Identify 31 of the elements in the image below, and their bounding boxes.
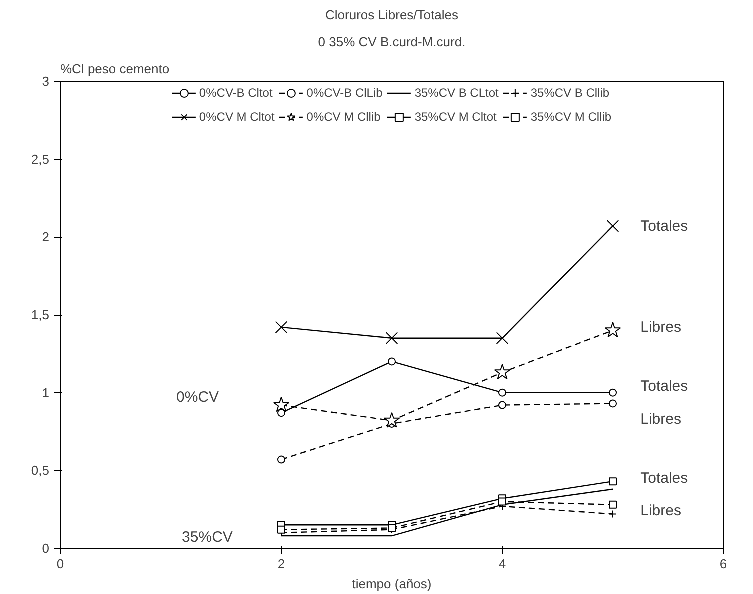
chart-subtitle: 0 35% CV B.curd-M.curd. [318,34,466,50]
chart-title: Cloruros Libres/Totales [326,8,459,22]
y-tick-label: 0 [42,541,50,556]
legend-label: 35%CV M Cltot [414,110,497,124]
annotation: Totales [640,470,688,487]
annotation: Libres [640,502,682,520]
y-tick-label: 0,5 [31,463,50,478]
y-tick-label: 1,5 [31,308,50,322]
legend-label: 0%CV-B ClLib [306,86,383,100]
annotation: Libres [640,318,682,336]
x-axis-title: tiempo (años) [352,576,432,592]
legend-label: 35%CV M Cllib [530,110,612,124]
legend-label: 35%CV B Cllib [530,86,610,100]
legend-label: 0%CV M Cltot [199,110,275,124]
y-tick-label: 2,5 [31,152,50,167]
y-tick-label: 2 [42,230,50,245]
x-tick-label: 2 [278,556,286,572]
legend-label: 0%CV-B Cltot [199,86,273,100]
legend-label: 0%CV M Cllib [306,110,381,124]
annotation: 0%CV [176,389,220,406]
y-tick-label: 1 [42,385,50,400]
annotation: Totales [640,218,688,235]
legend-label: 35%CV B CLtot [414,86,499,100]
y-axis-title: %Cl peso cemento [60,62,170,76]
annotation: 35%CV [182,529,233,546]
x-tick-label: 0 [56,556,64,572]
x-tick-label: 4 [498,556,506,572]
annotation: Libres [640,410,682,428]
x-tick-label: 6 [720,556,728,572]
y-tick-label: 3 [42,74,50,89]
annotation: Totales [640,378,688,396]
